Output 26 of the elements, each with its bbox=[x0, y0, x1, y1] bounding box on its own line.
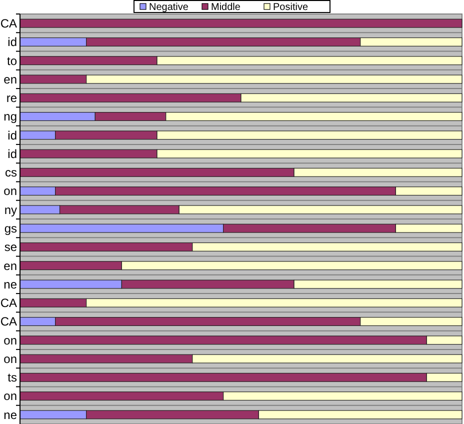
y-tick-label: CA bbox=[0, 16, 17, 31]
y-tick-label: ne bbox=[4, 277, 18, 292]
y-tick-label: gs bbox=[4, 222, 17, 236]
y-tick-label: to bbox=[6, 54, 18, 68]
y-tick-label: on bbox=[4, 333, 17, 348]
y-tick-label: en bbox=[4, 72, 17, 86]
y-tick-label: CA bbox=[0, 314, 17, 329]
y-tick-label: id bbox=[8, 35, 17, 50]
legend-label: Middle bbox=[211, 2, 241, 13]
y-tick-label: cs bbox=[5, 166, 17, 180]
legend-label: Negative bbox=[149, 2, 189, 13]
y-tick-label: on bbox=[4, 352, 17, 366]
y-tick-label: en bbox=[4, 258, 17, 273]
y-tick-label: ng bbox=[4, 110, 17, 124]
y-tick-label: on bbox=[4, 389, 17, 404]
y-tick-label: re bbox=[6, 91, 18, 106]
y-tick-label: ts bbox=[8, 370, 17, 385]
y-tick-label: on bbox=[4, 184, 17, 198]
legend-label: Positive bbox=[273, 2, 308, 13]
bar bbox=[20, 18, 462, 28]
y-tick-label: CA bbox=[0, 296, 17, 310]
y-tick-label: id bbox=[8, 146, 17, 161]
y-tick-label: ny bbox=[4, 202, 17, 217]
y-tick-label: ne bbox=[4, 408, 18, 422]
y-tick-label: se bbox=[4, 240, 18, 254]
y-tick-label: id bbox=[8, 128, 17, 142]
